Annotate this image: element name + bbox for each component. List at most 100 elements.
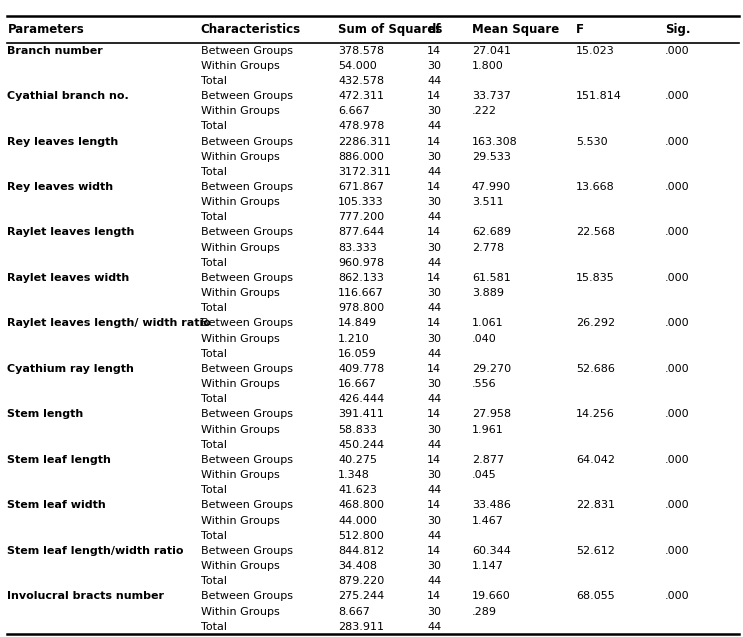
Text: .000: .000 [665,318,690,329]
Text: 391.411: 391.411 [338,410,384,419]
Text: 44: 44 [427,349,441,359]
Text: .000: .000 [665,91,690,101]
Text: Involucral bracts number: Involucral bracts number [7,591,164,601]
Text: 41.623: 41.623 [338,485,377,495]
Text: 30: 30 [427,425,441,434]
Text: 283.911: 283.911 [338,622,384,632]
Text: 14: 14 [427,91,441,101]
Text: 30: 30 [427,197,441,207]
Text: 1.210: 1.210 [338,334,370,343]
Text: .000: .000 [665,410,690,419]
Text: 151.814: 151.814 [576,91,622,101]
Text: 512.800: 512.800 [338,531,384,541]
Text: Within Groups: Within Groups [201,152,279,162]
Text: Within Groups: Within Groups [201,106,279,116]
Text: Within Groups: Within Groups [201,288,279,298]
Text: Between Groups: Between Groups [201,410,293,419]
Text: .000: .000 [665,455,690,465]
Text: 1.467: 1.467 [472,515,504,526]
Text: 877.644: 877.644 [338,227,384,238]
Text: Total: Total [201,349,227,359]
Text: 275.244: 275.244 [338,591,384,601]
Text: Within Groups: Within Groups [201,515,279,526]
Text: 27.958: 27.958 [472,410,511,419]
Text: 47.990: 47.990 [472,182,511,192]
Text: 777.200: 777.200 [338,212,384,222]
Text: Characteristics: Characteristics [201,24,301,36]
Text: 862.133: 862.133 [338,273,384,283]
Text: Between Groups: Between Groups [201,46,293,55]
Text: 40.275: 40.275 [338,455,377,465]
Text: 15.835: 15.835 [576,273,614,283]
Text: .000: .000 [665,501,690,510]
Text: 30: 30 [427,379,441,389]
Text: Rey leaves length: Rey leaves length [7,136,119,147]
Text: Sig.: Sig. [665,24,690,36]
Text: 3172.311: 3172.311 [338,167,391,177]
Text: 671.867: 671.867 [338,182,384,192]
Text: 62.689: 62.689 [472,227,510,238]
Text: 54.000: 54.000 [338,61,377,71]
Text: 27.041: 27.041 [472,46,510,55]
Text: 68.055: 68.055 [576,591,614,601]
Text: 2286.311: 2286.311 [338,136,391,147]
Text: .000: .000 [665,546,690,556]
Text: .556: .556 [472,379,496,389]
Text: Raylet leaves length/ width ratio: Raylet leaves length/ width ratio [7,318,211,329]
Text: Stem leaf length/width ratio: Stem leaf length/width ratio [7,546,184,556]
Text: 44.000: 44.000 [338,515,377,526]
Text: .000: .000 [665,227,690,238]
Text: Within Groups: Within Groups [201,61,279,71]
Text: 29.270: 29.270 [472,364,511,374]
Text: Between Groups: Between Groups [201,364,293,374]
Text: 30: 30 [427,61,441,71]
Text: 886.000: 886.000 [338,152,384,162]
Text: Raylet leaves length: Raylet leaves length [7,227,134,238]
Text: 1.348: 1.348 [338,470,370,480]
Text: 34.408: 34.408 [338,561,377,571]
Text: 2.778: 2.778 [472,243,504,253]
Text: .000: .000 [665,591,690,601]
Text: Stem leaf length: Stem leaf length [7,455,111,465]
Text: 30: 30 [427,334,441,343]
Text: 14: 14 [427,546,441,556]
Text: 44: 44 [427,258,441,268]
Text: 426.444: 426.444 [338,394,384,404]
Text: 44: 44 [427,303,441,313]
Text: Total: Total [201,531,227,541]
Text: 44: 44 [427,167,441,177]
Text: 44: 44 [427,122,441,131]
Text: 44: 44 [427,212,441,222]
Text: 14: 14 [427,273,441,283]
Text: 30: 30 [427,561,441,571]
Text: 14: 14 [427,46,441,55]
Text: Total: Total [201,303,227,313]
Text: Within Groups: Within Groups [201,243,279,253]
Text: Between Groups: Between Groups [201,91,293,101]
Text: Total: Total [201,212,227,222]
Text: Within Groups: Within Groups [201,425,279,434]
Text: 30: 30 [427,288,441,298]
Text: Cyathial branch no.: Cyathial branch no. [7,91,129,101]
Text: Between Groups: Between Groups [201,501,293,510]
Text: .000: .000 [665,273,690,283]
Text: 44: 44 [427,622,441,632]
Text: 26.292: 26.292 [576,318,615,329]
Text: Between Groups: Between Groups [201,227,293,238]
Text: 16.059: 16.059 [338,349,377,359]
Text: 1.147: 1.147 [472,561,504,571]
Text: 378.578: 378.578 [338,46,384,55]
Text: 52.612: 52.612 [576,546,614,556]
Text: .000: .000 [665,136,690,147]
Text: Stem length: Stem length [7,410,84,419]
Text: Total: Total [201,440,227,450]
Text: .000: .000 [665,364,690,374]
Text: Sum of Squares: Sum of Squares [338,24,442,36]
Text: 14: 14 [427,227,441,238]
Text: .000: .000 [665,182,690,192]
Text: 3.511: 3.511 [472,197,504,207]
Text: 5.530: 5.530 [576,136,608,147]
Text: .289: .289 [472,606,497,617]
Text: F: F [576,24,584,36]
Text: 1.961: 1.961 [472,425,504,434]
